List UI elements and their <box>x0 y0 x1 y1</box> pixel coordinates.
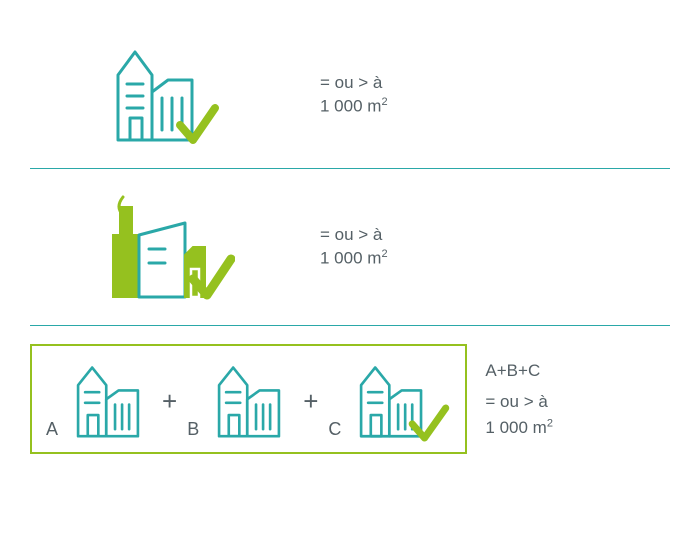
row2-text: = ou > à 1 000 m2 <box>320 224 388 271</box>
row-single-building: = ou > à 1 000 m2 <box>30 40 670 150</box>
row3-line1: = ou > à <box>485 389 553 415</box>
row-multiple-buildings: A + B <box>30 344 670 454</box>
label-c: C <box>328 419 341 444</box>
row3-line2: 1 000 m2 <box>485 415 553 441</box>
row2-line2: 1 000 m2 <box>320 247 388 271</box>
label-a: A <box>46 419 58 444</box>
row3-text: A+B+C = ou > à 1 000 m2 <box>485 358 553 441</box>
divider-1 <box>30 168 670 169</box>
divider-2 <box>30 325 670 326</box>
label-b: B <box>187 419 199 444</box>
buildings-group-box: A + B <box>30 344 467 454</box>
row1-line2: 1 000 m2 <box>320 95 388 119</box>
building-b-icon <box>205 358 293 444</box>
row-factory: = ou > à 1 000 m2 <box>30 187 670 307</box>
plus-2: + <box>303 386 318 417</box>
row3-formula: A+B+C <box>485 358 553 384</box>
building-a-icon <box>64 358 152 444</box>
row1-line1: = ou > à <box>320 72 388 95</box>
building-icon <box>30 40 290 150</box>
building-c-icon <box>347 358 451 444</box>
factory-icon <box>30 187 290 307</box>
row1-text: = ou > à 1 000 m2 <box>320 72 388 119</box>
row2-line1: = ou > à <box>320 224 388 247</box>
plus-1: + <box>162 386 177 417</box>
